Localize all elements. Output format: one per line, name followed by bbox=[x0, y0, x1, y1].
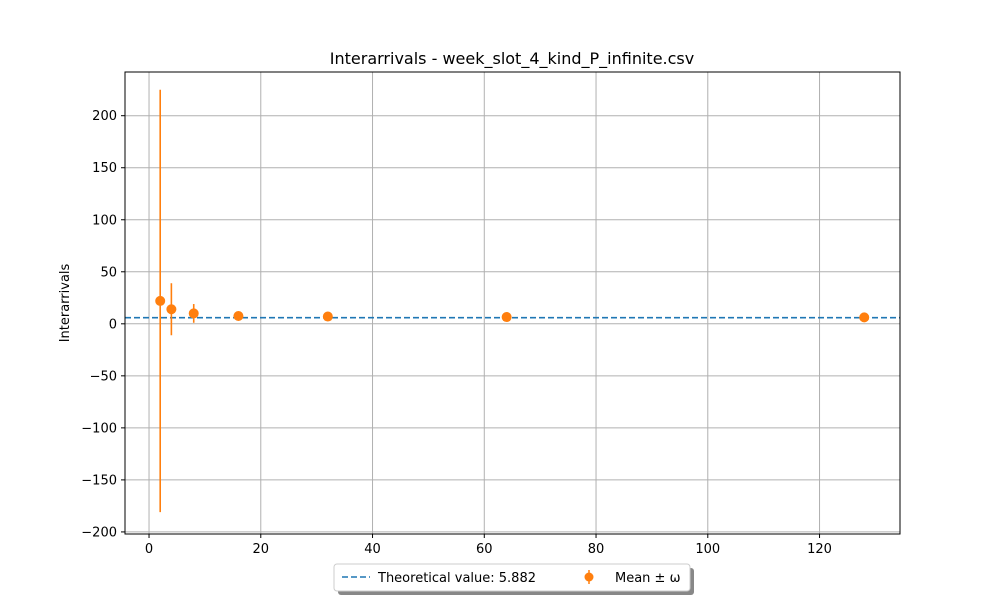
y-tick-label: 50 bbox=[100, 265, 117, 280]
grid bbox=[125, 72, 900, 534]
data-point bbox=[233, 311, 244, 322]
data-point bbox=[188, 308, 199, 319]
y-tick-label: −50 bbox=[90, 369, 117, 384]
x-tick-label: 120 bbox=[807, 542, 832, 557]
x-tick-label: 60 bbox=[476, 542, 493, 557]
legend-reference-label: Theoretical value: 5.882 bbox=[377, 571, 536, 586]
x-tick-label: 80 bbox=[588, 542, 605, 557]
y-tick-label: 0 bbox=[109, 317, 117, 332]
data-point bbox=[322, 311, 333, 322]
y-tick-label: 150 bbox=[92, 161, 117, 176]
y-axis-label: Interarrivals bbox=[58, 263, 73, 342]
y-tick-label: 100 bbox=[92, 213, 117, 228]
y-tick-label: −100 bbox=[81, 421, 117, 436]
x-tick-label: 100 bbox=[695, 542, 720, 557]
data-point bbox=[155, 295, 166, 306]
chart-title: Interarrivals - week_slot_4_kind_P_infin… bbox=[330, 49, 694, 69]
y-tick-label: −200 bbox=[81, 525, 117, 540]
data-point bbox=[166, 304, 177, 315]
x-tick-label: 0 bbox=[145, 542, 153, 557]
legend-series-label: Mean ± ω bbox=[615, 571, 680, 586]
ticks: 0 20 40 60 80 100 120 −200 −150 −100 −50 0 50 100 150 2… bbox=[81, 109, 832, 557]
data-point bbox=[859, 312, 870, 323]
x-tick-label: 40 bbox=[364, 542, 381, 557]
data-point bbox=[501, 312, 512, 323]
data-layer bbox=[155, 89, 870, 513]
y-tick-label: −150 bbox=[81, 473, 117, 488]
y-tick-label: 200 bbox=[92, 109, 117, 124]
legend-series-marker bbox=[584, 572, 594, 582]
legend: Theoretical value: 5.882 Mean ± ω bbox=[333, 563, 694, 595]
plot-area-frame bbox=[124, 71, 901, 535]
x-tick-label: 20 bbox=[253, 542, 270, 557]
legend-box bbox=[333, 563, 691, 592]
